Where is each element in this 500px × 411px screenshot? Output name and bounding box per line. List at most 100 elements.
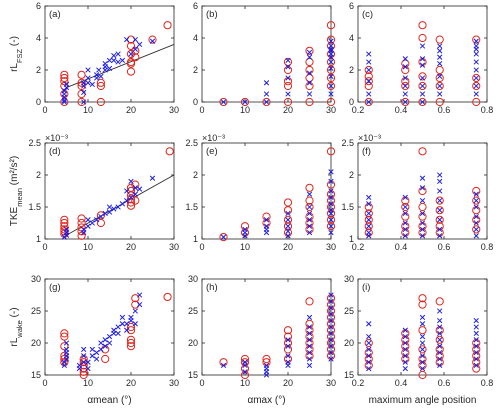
cross-point (285, 57, 291, 64)
circle-point (418, 21, 427, 30)
circle-point (101, 354, 110, 364)
cross-point (115, 204, 121, 210)
circle-point (283, 326, 293, 335)
circle-point (60, 97, 69, 107)
cross-point (128, 51, 134, 57)
circle-point (472, 81, 481, 91)
circle-point (401, 81, 410, 91)
circle-point (79, 367, 88, 376)
cross-point (61, 359, 68, 365)
cross-point (402, 226, 408, 233)
cross-point (149, 175, 156, 181)
cross-point (98, 213, 104, 220)
cross-point (366, 333, 372, 340)
cross-point (63, 81, 70, 88)
cross-point (263, 80, 270, 86)
y-tick-label: 1 (36, 234, 41, 244)
circle-point (60, 215, 69, 224)
y-tick-label: 2 (349, 170, 354, 180)
circle-point (418, 97, 427, 107)
cross-point (63, 226, 70, 233)
cross-point (419, 43, 426, 49)
circle-point (418, 33, 427, 43)
circle-point (79, 370, 88, 380)
axes-box (44, 142, 175, 240)
cross-point (419, 197, 426, 204)
y-tick-label: 6 (36, 1, 41, 11)
cross-point (128, 194, 134, 201)
circle-point (96, 81, 106, 91)
cross-point (132, 191, 138, 197)
circle-point (77, 78, 86, 87)
circle-point (435, 35, 444, 44)
cross-point (263, 99, 270, 105)
circle-point (60, 70, 69, 79)
cross-point (132, 46, 138, 52)
cross-point (402, 204, 408, 210)
cross-point (136, 301, 143, 308)
cross-point (437, 91, 443, 97)
cross-point (437, 349, 443, 356)
cross-point (328, 217, 334, 223)
circle-point (219, 97, 228, 107)
cross-point (366, 91, 372, 97)
cross-point (402, 83, 408, 89)
cross-point (98, 340, 104, 346)
cross-point (402, 75, 408, 81)
cross-point (419, 91, 426, 97)
panel-f: 0.2 0.4 0.6 0.8 1 1.5 2 2.5 ×10⁻³ (f) (341, 133, 493, 252)
cross-point (132, 185, 138, 191)
cross-point (473, 330, 479, 337)
cross-point (419, 321, 426, 327)
cross-point (102, 60, 108, 67)
cross-point (93, 72, 100, 78)
circle-point (364, 65, 373, 75)
cross-point (328, 229, 334, 236)
cross-point (63, 346, 70, 353)
circle-point (77, 81, 86, 91)
y-tick-label: 0 (349, 97, 354, 107)
circle-point (326, 65, 336, 75)
cross-point (93, 356, 100, 362)
y-tick-label: 1 (193, 234, 198, 244)
circle-point (77, 214, 86, 223)
x-tick-label: 0.6 (438, 378, 451, 388)
cross-point (366, 223, 372, 229)
circle-point (364, 97, 373, 107)
panel-label: (g) (49, 282, 61, 293)
cross-point (437, 343, 443, 349)
cross-point (328, 311, 334, 317)
cross-point (473, 233, 479, 239)
cross-point (402, 365, 408, 372)
cross-point (242, 99, 248, 105)
cross-point (328, 349, 334, 356)
circle-point (283, 57, 293, 67)
cross-point (419, 365, 426, 372)
x-axis-label: αmax (°) (247, 395, 285, 406)
x-tick-label: 20 (283, 242, 293, 252)
cross-point (285, 75, 291, 81)
circle-point (96, 211, 106, 220)
cross-point (285, 91, 291, 97)
circle-point (326, 73, 336, 83)
cross-point (89, 220, 95, 226)
cross-point (93, 349, 100, 356)
cross-point (102, 337, 108, 343)
cross-point (263, 223, 270, 229)
circle-point (60, 351, 69, 360)
cross-point (119, 314, 126, 321)
cross-point (98, 346, 104, 353)
x-tick-label: 0 (42, 242, 47, 252)
y-exponent-label: ×10⁻³ (45, 133, 68, 143)
circle-point (131, 196, 140, 205)
cross-point (328, 343, 334, 349)
cross-point (124, 321, 130, 327)
cross-point (402, 333, 408, 340)
cross-point (473, 317, 479, 324)
cross-point (328, 43, 334, 49)
circle-point (163, 21, 172, 30)
x-tick-label: 30 (169, 105, 179, 115)
y-tick-label: 2 (36, 170, 41, 180)
x-tick-label: 10 (240, 242, 250, 252)
y-tick-label: 4 (193, 33, 198, 43)
